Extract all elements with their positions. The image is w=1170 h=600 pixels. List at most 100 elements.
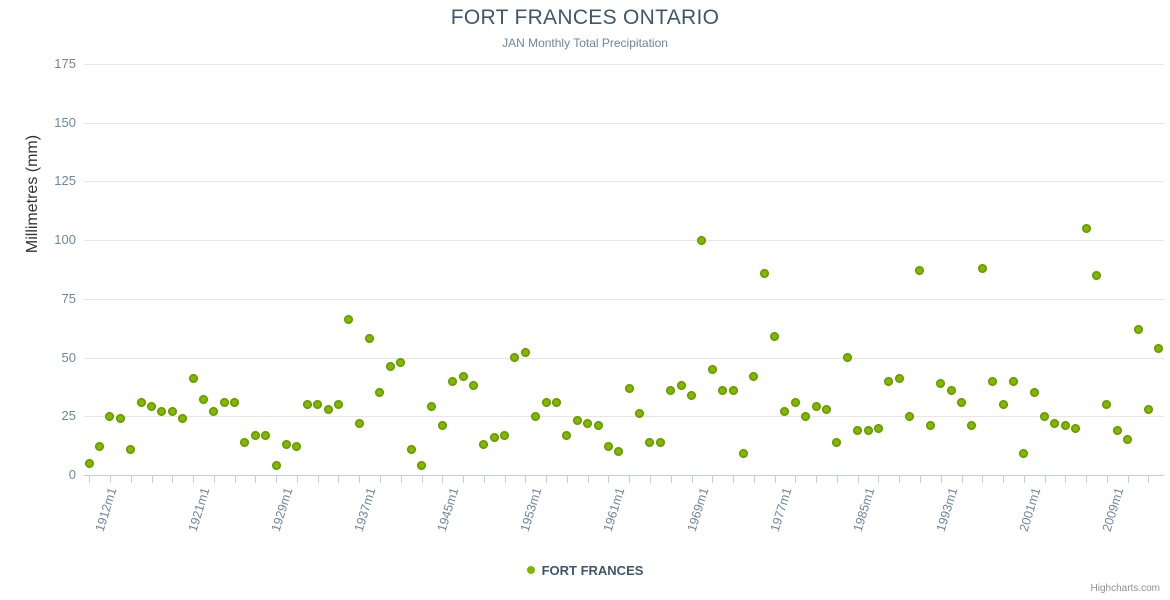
data-point[interactable] [801,411,811,421]
data-point[interactable] [655,437,665,447]
data-point[interactable] [614,447,624,456]
data-point[interactable] [323,404,333,414]
data-point[interactable] [707,364,717,374]
data-point[interactable] [1092,270,1101,280]
data-point[interactable] [863,425,873,435]
data-point[interactable] [1112,425,1122,435]
data-point[interactable] [1123,435,1133,445]
data-point[interactable] [188,374,198,384]
data-point[interactable] [957,397,966,407]
data-point[interactable] [884,376,894,386]
data-point[interactable] [458,371,468,381]
data-point[interactable] [147,402,156,412]
data-point[interactable] [894,374,904,384]
data-point[interactable] [572,416,582,426]
data-point[interactable] [853,425,863,435]
data-point[interactable] [209,407,219,417]
data-point[interactable] [780,407,790,417]
data-point[interactable] [282,439,291,449]
data-point[interactable] [1071,423,1081,433]
data-point[interactable] [1143,404,1153,414]
data-point[interactable] [811,402,821,412]
data-point[interactable] [375,388,385,398]
data-point[interactable] [313,400,323,410]
data-point[interactable] [1154,343,1164,353]
data-point[interactable] [790,397,800,407]
data-point[interactable] [292,442,302,452]
data-point[interactable] [541,397,551,407]
data-point[interactable] [593,421,603,431]
data-point[interactable] [749,371,759,381]
chart-legend[interactable]: FORT FRANCES [0,562,1170,578]
data-point[interactable] [946,385,956,395]
data-point[interactable] [1060,421,1070,431]
data-point[interactable] [583,418,593,428]
data-point[interactable] [489,432,499,442]
data-point[interactable] [157,407,167,417]
data-point[interactable] [905,411,915,421]
data-point[interactable] [105,411,115,421]
data-point[interactable] [385,362,395,372]
data-point[interactable] [417,461,426,471]
data-point[interactable] [1133,324,1143,334]
data-point[interactable] [520,348,530,358]
data-point[interactable] [1081,223,1091,233]
data-point[interactable] [738,449,748,459]
data-point[interactable] [1050,418,1060,428]
data-point[interactable] [437,421,447,431]
data-point[interactable] [603,442,613,452]
data-point[interactable] [988,376,998,386]
data-point[interactable] [344,315,354,325]
data-point[interactable] [510,353,520,363]
data-point[interactable] [770,331,780,341]
data-point[interactable] [500,430,510,440]
data-point[interactable] [562,430,572,440]
data-point[interactable] [645,437,655,447]
data-point[interactable] [1102,400,1112,410]
data-point[interactable] [531,411,541,421]
data-point[interactable] [406,444,416,454]
data-point[interactable] [333,400,343,410]
data-point[interactable] [261,430,271,440]
data-point[interactable] [115,414,125,424]
data-point[interactable] [240,437,250,447]
data-point[interactable] [136,397,146,407]
data-point[interactable] [230,397,240,407]
data-point[interactable] [915,266,925,276]
data-point[interactable] [842,353,852,363]
data-point[interactable] [178,414,188,424]
data-point[interactable] [479,439,489,449]
data-point[interactable] [1019,449,1029,459]
legend-item-fort-frances[interactable]: FORT FRANCES [541,563,644,579]
data-point[interactable] [468,381,478,391]
data-point[interactable] [84,458,94,468]
data-point[interactable] [95,442,105,452]
data-point[interactable] [666,385,676,395]
data-point[interactable] [967,421,977,431]
data-point[interactable] [354,418,364,428]
data-point[interactable] [250,430,260,440]
data-point[interactable] [396,357,406,367]
data-point[interactable] [925,421,935,431]
data-point[interactable] [552,397,561,407]
data-point[interactable] [832,437,842,447]
data-point[interactable] [718,385,728,395]
data-point[interactable] [219,397,229,407]
data-point[interactable] [302,400,312,410]
data-point[interactable] [873,423,883,433]
data-point[interactable] [126,444,136,454]
data-point[interactable] [448,376,458,386]
data-point[interactable] [365,334,375,344]
data-point[interactable] [427,402,437,412]
data-point[interactable] [271,461,281,471]
data-point[interactable] [1008,376,1018,386]
data-point[interactable] [676,381,686,391]
data-point[interactable] [697,235,707,245]
data-point[interactable] [998,400,1008,410]
data-point[interactable] [198,395,208,405]
data-point[interactable] [1040,411,1050,421]
data-point[interactable] [728,385,738,395]
data-point[interactable] [822,404,831,414]
data-point[interactable] [167,407,177,417]
data-point[interactable] [635,409,645,419]
